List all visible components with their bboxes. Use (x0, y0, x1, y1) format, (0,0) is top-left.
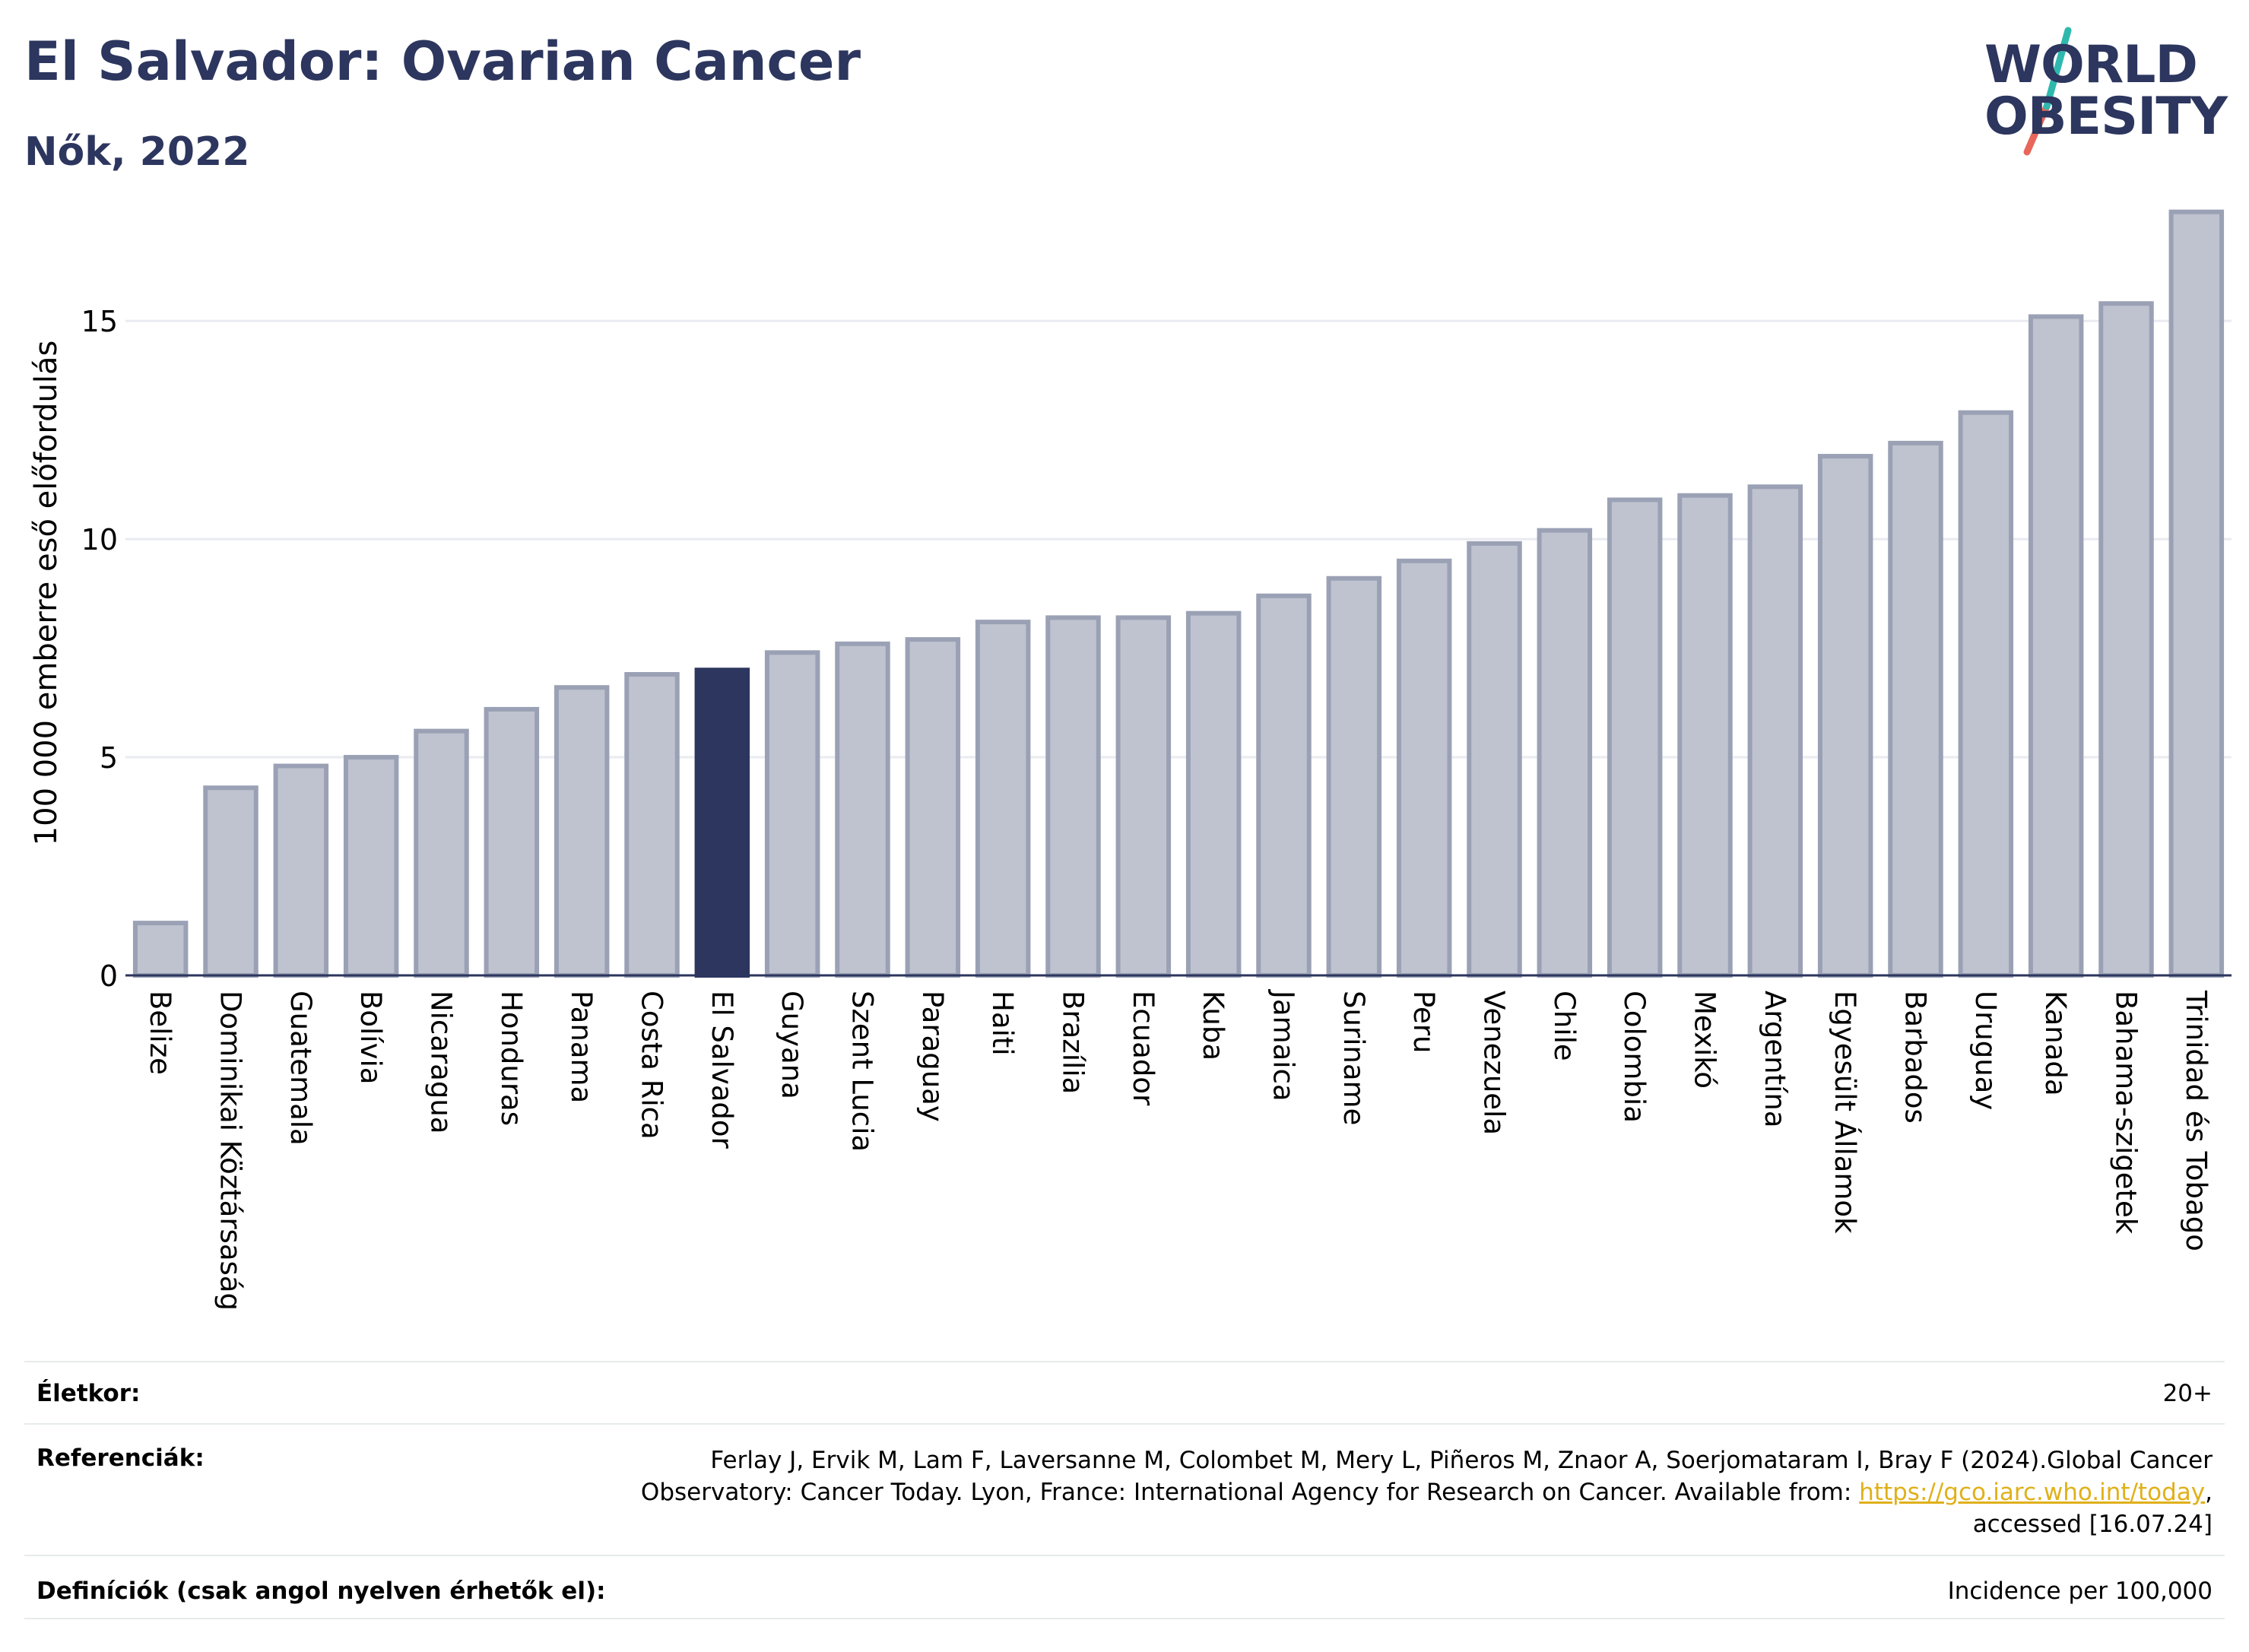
bar (1607, 497, 1663, 978)
references-line-2: Observatory: Cancer Today. Lyon, France:… (616, 1476, 2213, 1508)
y-tick-label: 5 (100, 741, 118, 775)
x-tick-label: Colombia (1618, 991, 1651, 1123)
bar (1045, 615, 1101, 978)
references-line-2-text: Observatory: Cancer Today. Lyon, France:… (640, 1479, 1860, 1506)
x-tick-label: Dominikai Köztársaság (214, 991, 247, 1311)
age-value: 20+ (2162, 1380, 2213, 1407)
bar (273, 763, 329, 978)
bar (764, 650, 820, 978)
y-axis-title: 100 000 emberre eső előfordulás (29, 341, 64, 846)
x-tick-label: Bahama-szigetek (2110, 991, 2143, 1235)
x-tick-label: Kuba (1197, 991, 1229, 1061)
x-tick-label: Costa Rica (636, 991, 668, 1140)
bar (1256, 593, 1312, 978)
footer-divider (24, 1423, 2225, 1425)
bar (624, 672, 680, 978)
x-tick-label: Nicaragua (425, 991, 458, 1134)
definitions-row: Definíciók (csak angol nyelven érhetők e… (24, 1577, 2225, 1616)
x-tick-label: Barbados (1899, 991, 1932, 1124)
references-link[interactable]: https://gco.iarc.who.int/today (1859, 1479, 2206, 1506)
bar (1888, 440, 1943, 978)
bar (554, 685, 610, 978)
bar (1677, 493, 1733, 978)
world-obesity-logo: WORLD OBESITY (1977, 23, 2235, 160)
x-tick-label: Suriname (1337, 991, 1370, 1125)
footer-divider (24, 1618, 2225, 1619)
references-line-3: accessed [16.07.24] (1972, 1511, 2213, 1538)
bar (1467, 541, 1522, 978)
x-tick-label: Guatemala (284, 991, 317, 1146)
x-tick-label: Kanada (2039, 991, 2072, 1096)
x-tick-label: Paraguay (916, 991, 949, 1122)
bar (2098, 301, 2154, 978)
bar (835, 641, 890, 978)
x-tick-label: Peru (1407, 991, 1440, 1053)
x-tick-label: Jamaica (1267, 989, 1300, 1102)
x-tick-label: Chile (1548, 991, 1581, 1061)
references-label: Referenciák: (36, 1444, 205, 1472)
x-tick-label: Honduras (495, 991, 528, 1126)
x-tick-label: Haiti (986, 991, 1019, 1056)
y-tick-label: 10 (81, 523, 118, 556)
y-tick-labels: 0 5 10 15 (81, 305, 118, 993)
bars (132, 209, 2225, 978)
bar (2028, 314, 2084, 978)
bar (1747, 484, 1803, 978)
references-line-2-suffix: , (2205, 1479, 2213, 1506)
logo-word-1: WORLD (1984, 35, 2198, 95)
bar (905, 637, 961, 978)
bar (1396, 558, 1452, 978)
x-tick-label: Argentína (1759, 991, 1791, 1127)
footer-divider (24, 1361, 2225, 1362)
bar (484, 706, 540, 978)
bar (1958, 410, 2014, 978)
bar (1817, 454, 1873, 978)
x-tick-label: Szent Lucia (846, 991, 879, 1152)
references-text: Ferlay J, Ervik M, Lam F, Laversanne M, … (616, 1444, 2213, 1540)
bar (2168, 209, 2225, 978)
definitions-label: Definíciók (csak angol nyelven érhetők e… (36, 1577, 606, 1605)
bar (1537, 528, 1593, 978)
references-line-1: Ferlay J, Ervik M, Lam F, Laversanne M, … (710, 1447, 2213, 1474)
page-subtitle: Nők, 2022 (24, 129, 250, 175)
y-tick-label: 0 (100, 959, 118, 993)
page-title: El Salvador: Ovarian Cancer (24, 30, 861, 93)
bar (1185, 610, 1242, 978)
x-tick-label: Guyana (776, 991, 808, 1099)
bar-chart: 0 5 10 15 Belize Dominikai Köztársaság Guatem… (29, 209, 2232, 1311)
bar-highlighted (694, 667, 750, 978)
logo-word-2: OBESITY (1984, 87, 2228, 147)
bar (1326, 576, 1382, 978)
bar (343, 755, 399, 978)
bar (132, 921, 189, 978)
x-tick-label: Uruguay (1969, 991, 2002, 1110)
x-tick-label: Trinidad és Tobago (2180, 990, 2213, 1251)
footer-divider (24, 1555, 2225, 1556)
x-tick-label: Brazília (1057, 991, 1090, 1094)
logo-slash-icon (2023, 27, 2072, 156)
bar (203, 785, 259, 978)
age-label: Életkor: (36, 1380, 141, 1407)
x-tick-label: Mexikó (1689, 991, 1721, 1089)
bar (1115, 615, 1172, 978)
y-tick-label: 15 (81, 305, 118, 338)
references-row: Referenciák: Ferlay J, Ervik M, Lam F, L… (24, 1444, 2225, 1543)
x-tick-label: Venezuela (1478, 991, 1511, 1135)
grid-lines (125, 319, 2232, 759)
x-tick-label: Belize (144, 991, 176, 1075)
x-tick-label: Ecuador (1127, 991, 1159, 1106)
x-tick-labels: Belize Dominikai Köztársaság Guatemala Bolí… (144, 989, 2213, 1311)
bar (414, 728, 469, 978)
definitions-value: Incidence per 100,000 (1947, 1577, 2213, 1605)
x-tick-label: Panama (565, 991, 598, 1103)
x-tick-label: El Salvador (706, 991, 738, 1149)
bar (975, 620, 1031, 978)
x-tick-label: Bolívia (354, 991, 387, 1084)
age-row: Életkor: 20+ (24, 1380, 2225, 1418)
x-tick-label: Egyesült Államok (1829, 991, 1862, 1234)
